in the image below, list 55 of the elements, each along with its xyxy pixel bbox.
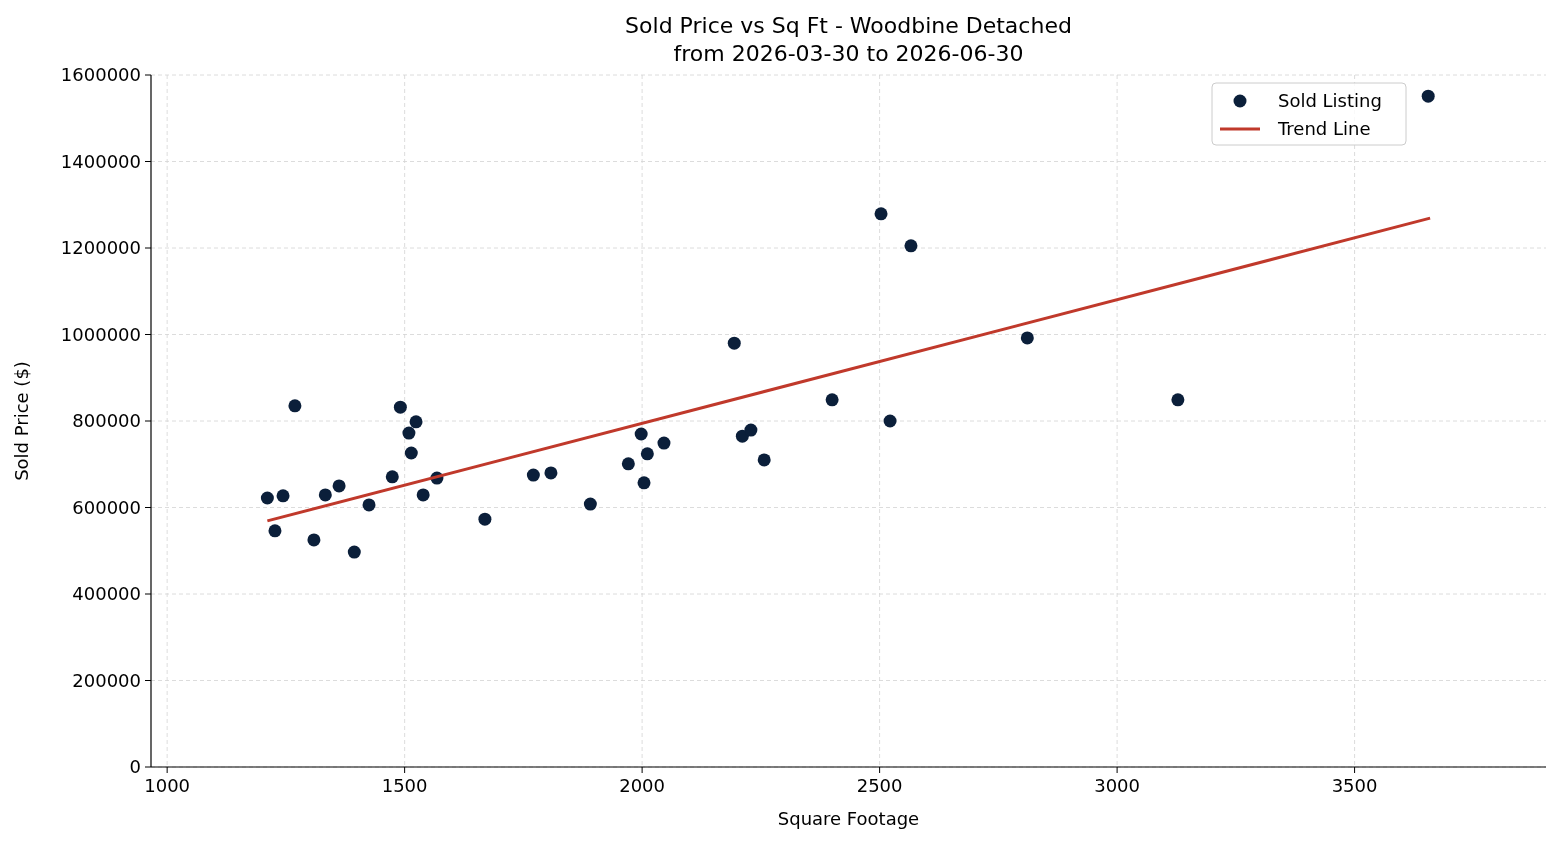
y-tick-label: 1000000	[60, 323, 141, 345]
point	[621, 457, 635, 471]
x-tick-label: 1500	[381, 775, 428, 796]
point	[634, 427, 648, 441]
x-tick-label: 3000	[1094, 775, 1140, 796]
y-tick-label: 0	[129, 756, 141, 778]
point	[347, 545, 361, 559]
x-tick-label: 3500	[1331, 775, 1378, 796]
point	[393, 400, 407, 414]
point	[1020, 331, 1034, 345]
point	[526, 468, 540, 482]
x-tick-label: 1000	[144, 775, 191, 796]
x-tick-label: 2000	[619, 775, 666, 796]
y-tick-label: 800000	[72, 410, 141, 432]
chart-title: Sold Price vs Sq Ft - Woodbine Detached	[625, 13, 1072, 38]
point	[416, 488, 430, 502]
point	[260, 491, 274, 505]
point	[404, 446, 418, 460]
point	[288, 399, 302, 413]
chart-subtitle: from 2026-03-30 to 2026-06-30	[673, 41, 1024, 66]
legend-label: Trend Line	[1277, 118, 1371, 140]
point	[402, 426, 416, 440]
y-tick-label: 1400000	[60, 150, 141, 172]
point	[583, 497, 597, 511]
y-tick-label: 600000	[72, 496, 141, 518]
point	[385, 470, 399, 484]
point	[640, 447, 654, 461]
point	[409, 415, 423, 429]
point	[757, 453, 771, 467]
point	[362, 498, 376, 512]
point	[874, 207, 888, 221]
point	[276, 489, 290, 503]
point	[727, 336, 741, 350]
point	[883, 414, 897, 428]
x-tick-label: 2500	[856, 775, 903, 796]
point	[544, 466, 558, 480]
point	[307, 533, 321, 547]
y-axis-title: Sold Price ($)	[11, 361, 32, 481]
y-tick-label: 400000	[72, 583, 141, 605]
point	[478, 512, 492, 526]
x-axis-title: Square Footage	[777, 808, 920, 829]
point	[1171, 393, 1185, 407]
point	[1421, 89, 1435, 103]
legend-label: Sold Listing	[1278, 90, 1382, 112]
point	[825, 393, 839, 407]
y-tick-label: 200000	[72, 669, 141, 691]
point	[904, 239, 918, 253]
y-tick-label: 1600000	[60, 64, 141, 86]
point	[332, 479, 346, 493]
point	[744, 423, 758, 437]
point	[268, 524, 282, 538]
point	[637, 476, 651, 490]
point	[657, 436, 671, 450]
y-tick-label: 1200000	[60, 237, 141, 259]
point	[318, 488, 332, 502]
